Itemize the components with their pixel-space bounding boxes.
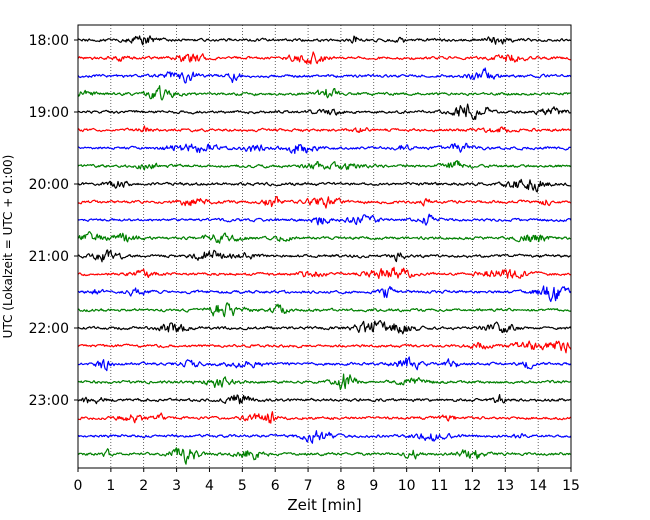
seismogram-trace	[77, 178, 571, 193]
grid-layer	[110, 25, 539, 468]
y-ticks-layer: 18:00 19:00 20:00 21:00 22:00 23:00	[29, 33, 78, 409]
x-tick-label: 1	[106, 478, 115, 494]
y-tick-label: 23:00	[29, 393, 69, 409]
x-tick-label: 15	[562, 478, 580, 494]
seismogram-trace	[77, 125, 572, 134]
x-ticks-layer: 0 1 2 3 4 5 6 7 8 9 10 11 12 13 14 15	[74, 468, 580, 494]
y-tick-label: 19:00	[29, 105, 69, 121]
x-tick-label: 8	[336, 478, 345, 494]
x-tick-label: 7	[304, 478, 313, 494]
seismogram-trace	[77, 340, 572, 354]
seismogram-trace	[77, 394, 572, 405]
y-tick-label: 18:00	[29, 33, 69, 49]
y-tick-label: 21:00	[29, 249, 69, 265]
seismogram-trace	[77, 196, 572, 209]
x-tick-label: 3	[172, 478, 181, 494]
x-tick-label: 9	[369, 478, 378, 494]
seismogram-trace	[77, 266, 571, 279]
seismogram-trace	[77, 430, 572, 444]
x-tick-label: 13	[496, 478, 514, 494]
x-tick-label: 0	[74, 478, 83, 494]
seismogram-trace	[77, 320, 572, 335]
trace-layer	[77, 35, 572, 465]
x-tick-label: 14	[529, 478, 547, 494]
seismogram-trace	[77, 249, 571, 263]
seismogram-trace	[77, 231, 571, 244]
x-tick-label: 11	[431, 478, 449, 494]
x-tick-label: 6	[271, 478, 280, 494]
plot-frame	[77, 24, 572, 469]
seismogram-trace	[77, 67, 572, 84]
x-tick-label: 2	[139, 478, 148, 494]
seismogram-trace	[77, 213, 572, 226]
seismogram-trace	[77, 411, 572, 424]
seismogram-trace	[77, 285, 572, 303]
seismogram-trace	[77, 142, 571, 154]
x-tick-label: 10	[398, 478, 416, 494]
y-tick-label: 20:00	[29, 177, 69, 193]
x-tick-label: 4	[205, 478, 214, 494]
seismogram-trace	[77, 373, 572, 391]
seismogram-trace	[77, 35, 571, 46]
seismogram-trace	[77, 85, 571, 101]
y-axis-title: UTC (Lokalzeit = UTC + 01:00)	[1, 155, 15, 339]
seismogram-trace	[77, 159, 572, 171]
seismogram-trace	[77, 302, 572, 318]
x-tick-label: 12	[463, 478, 481, 494]
seismogram-trace	[77, 356, 572, 372]
seismogram-trace	[77, 51, 571, 65]
y-tick-label: 22:00	[29, 321, 69, 337]
seismogram-trace	[77, 103, 571, 121]
x-tick-label: 5	[238, 478, 247, 494]
x-axis-title: Zeit [min]	[287, 496, 361, 514]
seismogram-trace	[77, 447, 572, 465]
